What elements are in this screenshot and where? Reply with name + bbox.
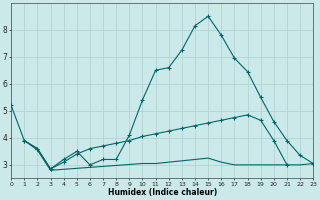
X-axis label: Humidex (Indice chaleur): Humidex (Indice chaleur) — [108, 188, 217, 197]
